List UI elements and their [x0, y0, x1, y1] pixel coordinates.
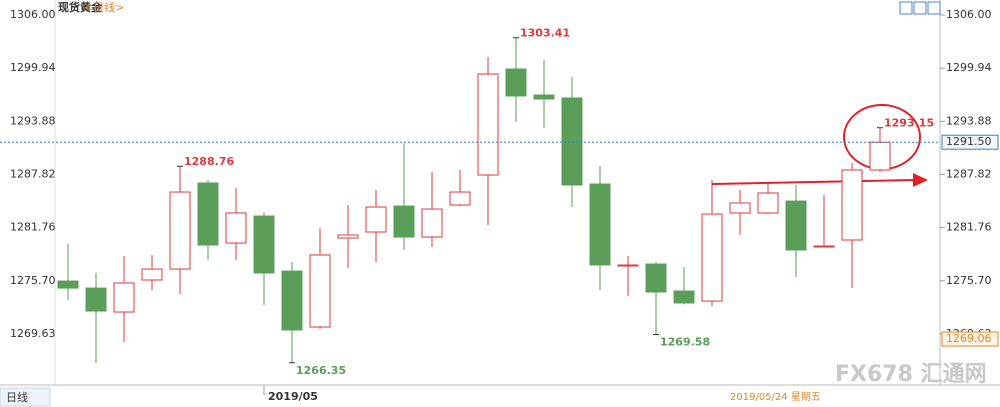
candle-body — [505, 68, 527, 97]
candle-body — [113, 282, 135, 313]
candle-body — [309, 254, 331, 328]
min-label: 1266.35 — [296, 364, 346, 377]
candle-body — [281, 270, 303, 331]
candle-body — [477, 73, 499, 176]
y-tick-label: 1275.70 — [10, 274, 56, 287]
candle-body — [785, 200, 807, 251]
price-box — [941, 134, 999, 150]
candle-body — [253, 215, 275, 274]
candle-body — [141, 268, 163, 281]
candle-body — [169, 191, 191, 270]
candle-body — [393, 205, 415, 238]
y-tick-label: 1269.63 — [10, 327, 56, 340]
candle-body — [841, 169, 863, 241]
candle-body — [337, 234, 359, 239]
candle-body — [757, 192, 779, 214]
max-label: 1303.41 — [520, 27, 570, 40]
candle-body — [729, 202, 751, 214]
chart-subtitle: <日线> — [84, 0, 124, 14]
toolbar — [899, 1, 941, 15]
y-tick-label: 1299.94 — [10, 61, 56, 74]
y-tick-label: 1299.94 — [946, 61, 992, 74]
cursor-label: 2019/05/24 星期五 — [730, 391, 821, 403]
range-low-label: 1269.06 — [946, 332, 992, 345]
tool-icon[interactable] — [913, 1, 927, 15]
max-label: 1288.76 — [184, 155, 234, 168]
y-tick-label: 1293.88 — [946, 114, 992, 127]
candle-body — [449, 191, 471, 206]
annotation-arrow — [711, 179, 916, 185]
candle-body — [85, 287, 107, 312]
y-tick-label: 1287.82 — [946, 167, 992, 180]
candle-body — [197, 182, 219, 246]
candle-body — [225, 212, 247, 244]
range-low-box — [941, 331, 999, 347]
candle-body — [57, 280, 79, 289]
candle-body — [813, 245, 835, 248]
y-tick-label: 1306.00 — [946, 8, 992, 21]
cursor-box — [722, 387, 832, 405]
watermark: FX678 汇通网 — [835, 362, 987, 387]
y-tick-label: 1293.88 — [10, 114, 56, 127]
price-label: 1291.50 — [946, 135, 992, 148]
candle-body — [421, 208, 443, 238]
min-label: 1269.58 — [660, 335, 710, 348]
tool-icon[interactable] — [899, 1, 913, 15]
max-label: 1293.15 — [884, 117, 934, 130]
y-tick-label: 1306.00 — [10, 8, 56, 21]
period-button[interactable] — [0, 387, 51, 407]
annotation-arrowhead — [913, 173, 928, 187]
candle-body — [365, 206, 387, 233]
candle-body — [701, 213, 723, 302]
candle-body — [533, 94, 555, 100]
y-tick-label: 1275.70 — [946, 274, 992, 287]
candle-body — [645, 263, 667, 293]
candle-body — [617, 264, 639, 267]
candle-body — [589, 183, 611, 266]
y-tick-label: 1281.76 — [10, 221, 56, 234]
x-label: 2019/05 — [268, 390, 318, 403]
period-button-label: 日线 — [6, 390, 28, 404]
chart-title: 现货黄金 — [58, 0, 103, 14]
tool-icon[interactable] — [927, 1, 941, 15]
candle-body — [561, 97, 583, 186]
candle-body — [869, 141, 891, 171]
candle-body — [673, 290, 695, 304]
y-tick-label: 1281.76 — [946, 221, 992, 234]
y-tick-label: 1287.82 — [10, 167, 56, 180]
